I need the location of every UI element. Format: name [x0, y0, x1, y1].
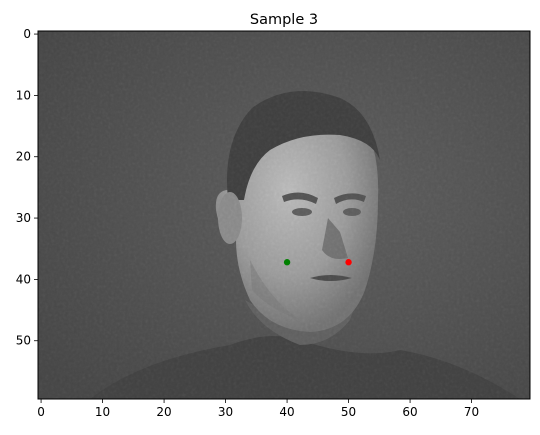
x-tick-label: 50 [341, 405, 356, 419]
x-tick-label: 0 [37, 405, 45, 419]
axes-frame [37, 30, 531, 400]
noise-overlay [38, 31, 530, 399]
image-area [38, 31, 530, 399]
y-tick-label: 40 [16, 272, 31, 286]
x-tick-label: 40 [279, 405, 294, 419]
y-tick-label: 0 [23, 27, 31, 41]
x-tick-label: 20 [156, 405, 171, 419]
y-tick-label: 10 [16, 88, 31, 102]
x-axis-ticks: 0 10 20 30 40 50 60 70 [37, 399, 479, 419]
chart-title: Sample 3 [250, 12, 318, 28]
x-tick-label: 70 [464, 405, 479, 419]
y-tick-label: 50 [16, 334, 31, 348]
x-tick-label: 30 [218, 405, 233, 419]
y-tick-label: 30 [16, 211, 31, 225]
x-tick-label: 60 [402, 405, 417, 419]
points-layer [283, 259, 352, 266]
keypoint-marker [345, 259, 352, 266]
x-tick-label: 10 [95, 405, 110, 419]
y-tick-label: 20 [16, 150, 31, 164]
y-axis-ticks: 0 10 20 30 40 50 [16, 27, 38, 348]
keypoint-marker [283, 259, 291, 266]
